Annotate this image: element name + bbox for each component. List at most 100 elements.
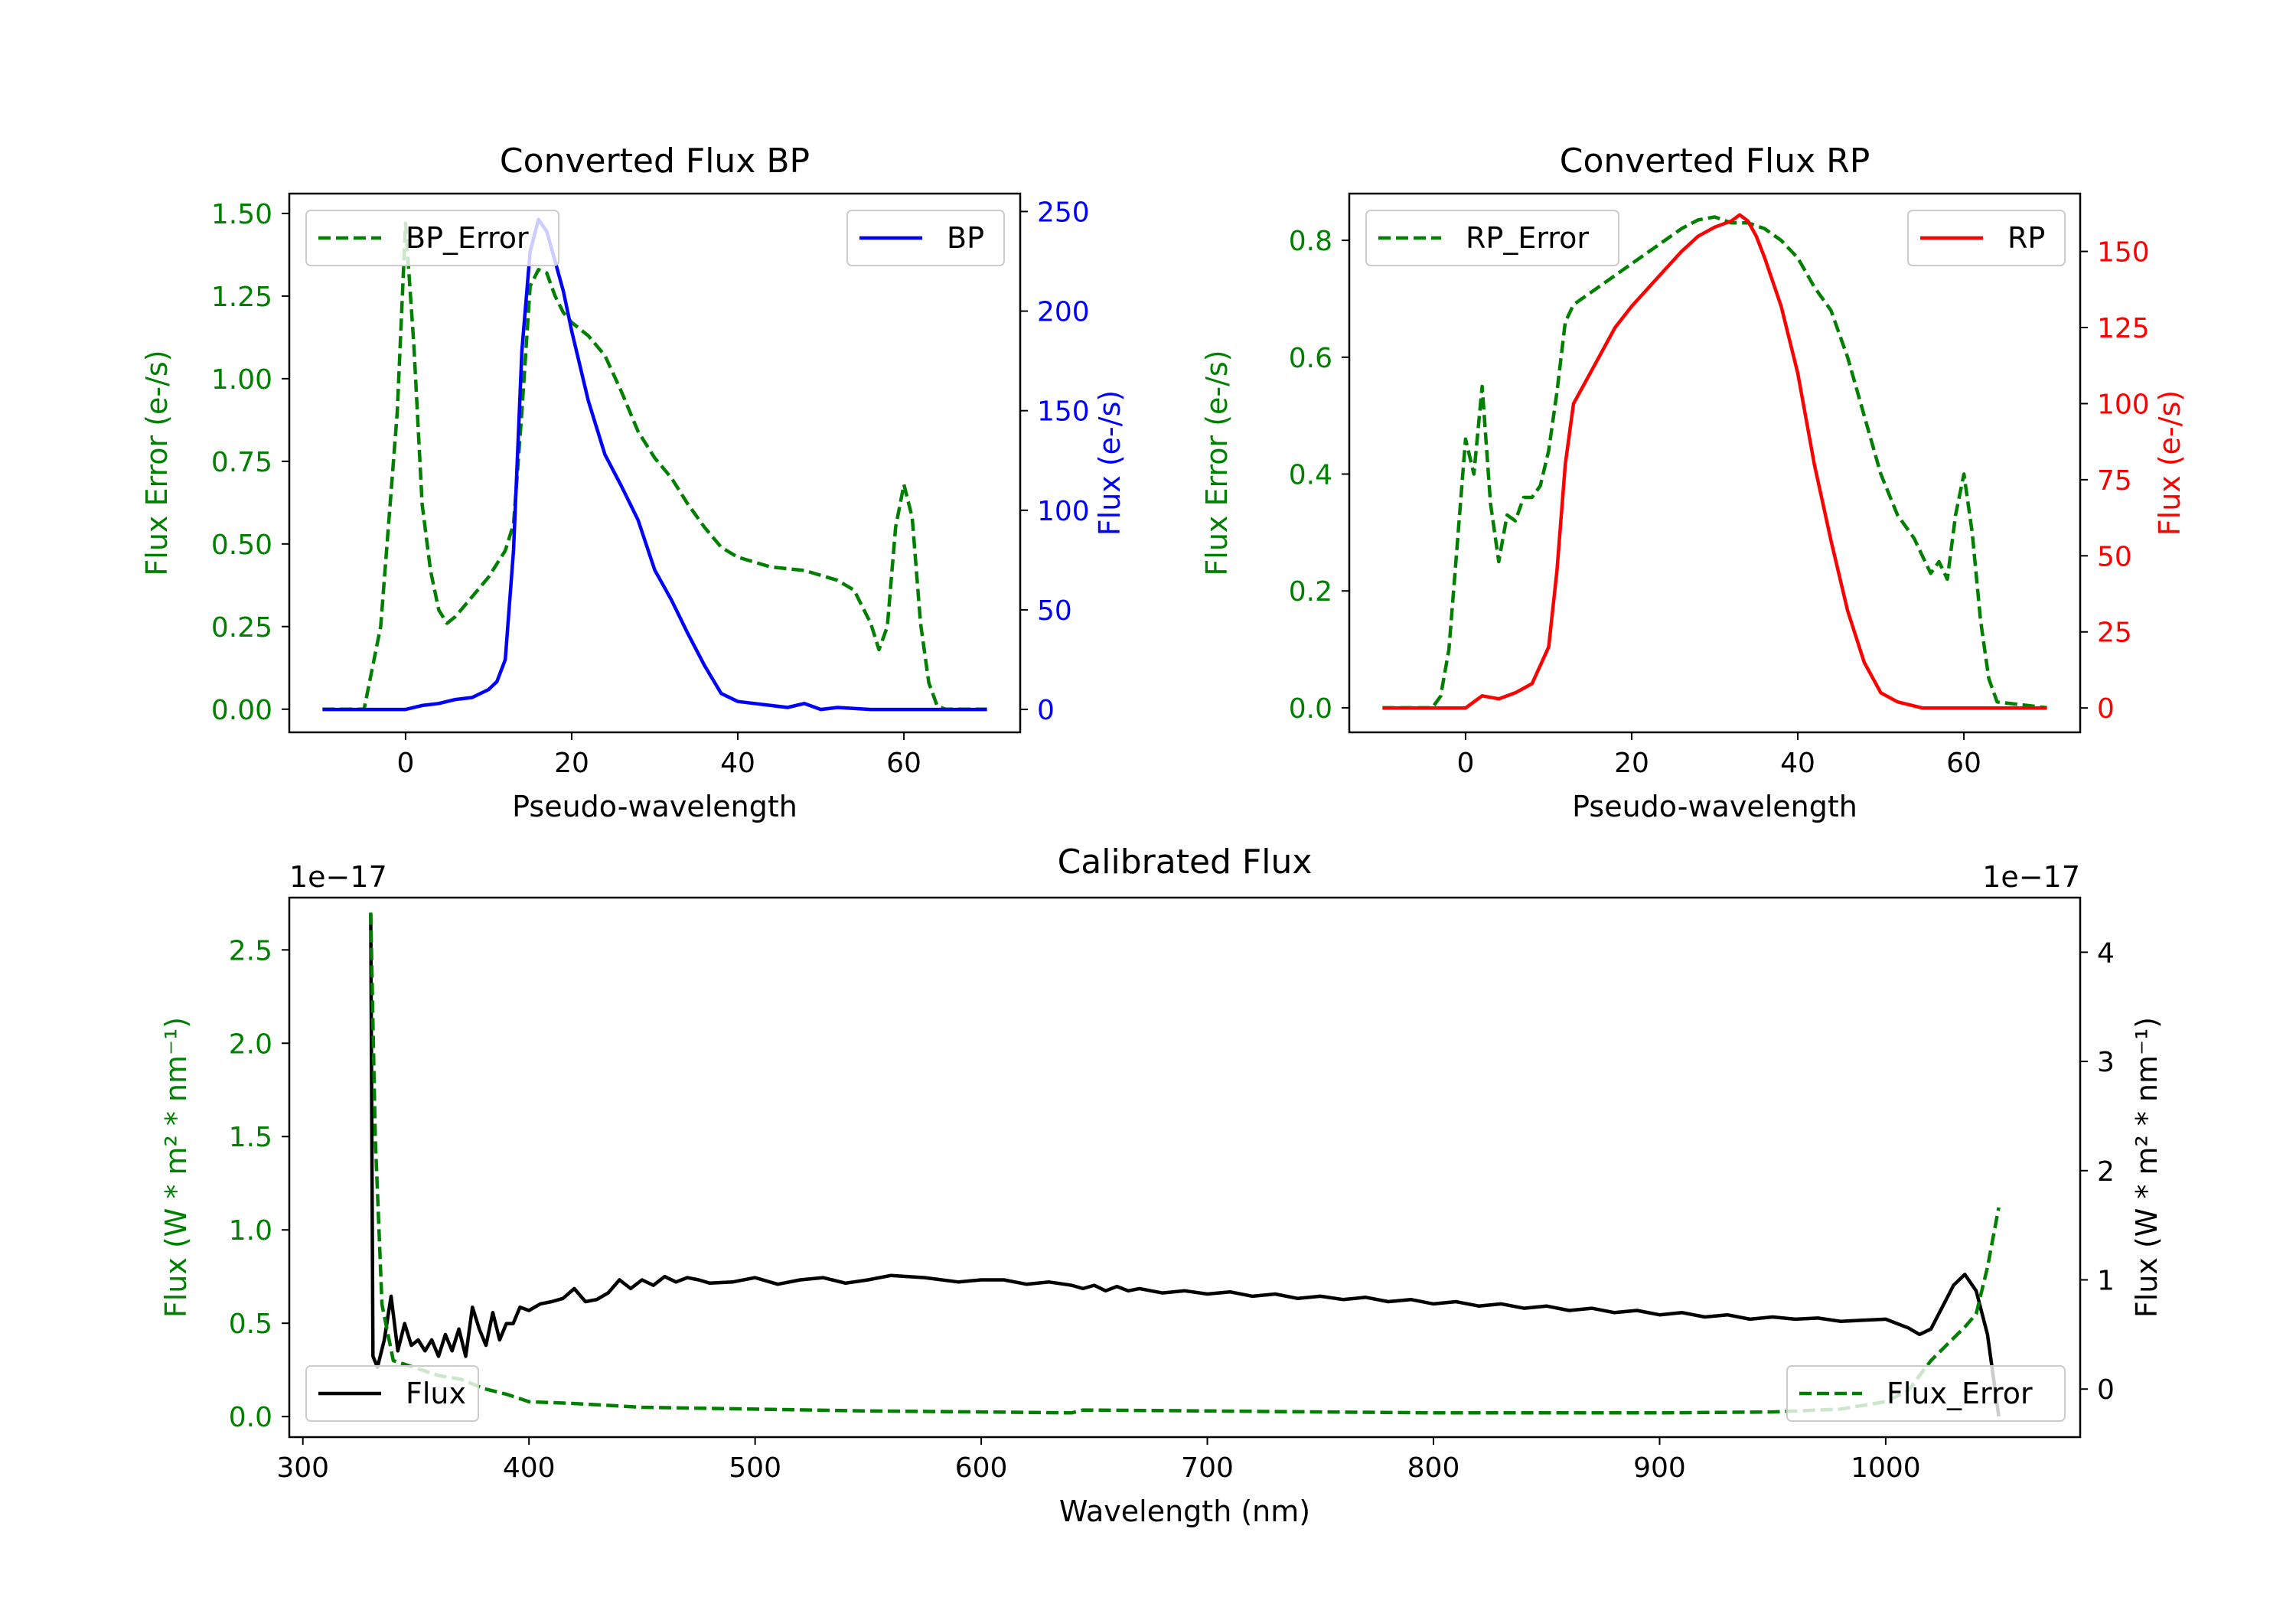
y-left-tick-label: 0.0 [229, 1402, 272, 1433]
y-left-tick-label: 0.0 [1289, 693, 1332, 725]
x-tick-label: 60 [886, 748, 921, 779]
legend-flux-error: Flux_Error [1786, 1365, 2066, 1422]
y-right-tick-label: 150 [2097, 237, 2150, 269]
chart-bp: 0 20 40 60 Pseudo-wavelength 0.00 0.25 0.50 0.75… [140, 142, 1127, 823]
y-right-tick-label: 200 [1037, 297, 1090, 328]
legend-frame [305, 210, 559, 266]
y-left-tick-label: 2.5 [229, 935, 272, 966]
x-tick-label: 0 [1456, 748, 1474, 779]
legend-rp: RP [1907, 210, 2066, 266]
y-right-axis-label: Flux (e-/s) [2153, 390, 2187, 536]
y-left-tick-label: 1.5 [229, 1122, 272, 1153]
y-right-tick-label: 0 [1037, 695, 1055, 726]
y-left-axis-label: Flux Error (e-/s) [140, 350, 174, 575]
y-right-tick-label: 100 [1037, 496, 1090, 527]
y-left-tick-label: 1.0 [229, 1215, 272, 1247]
y-left-tick-label: 1.50 [211, 199, 272, 230]
y-left-tick-label: 0.5 [229, 1309, 272, 1340]
x-tick-label: 900 [1633, 1452, 1686, 1484]
x-tick-label: 400 [503, 1452, 556, 1484]
x-tick-label: 40 [720, 748, 755, 779]
legend-label: BP_Error [406, 221, 529, 255]
y-right-tick-label: 3 [2097, 1047, 2115, 1078]
legend-label: RP [2007, 221, 2045, 255]
legend-rp-error: RP_Error [1365, 210, 1619, 266]
plot-frame [288, 896, 2082, 1439]
legend-flux: Flux [305, 1365, 479, 1422]
series-rp-error-line [1382, 215, 2047, 710]
y-left-offset-label: 1e−17 [289, 860, 387, 894]
x-tick-label: 500 [729, 1452, 781, 1484]
y-right-axis-label: Flux (W * m² * nm⁻¹) [2130, 1017, 2164, 1318]
y-left-axis-label: Flux (W * m² * nm⁻¹) [159, 1017, 193, 1318]
y-right-tick-label: 125 [2097, 313, 2150, 344]
y-axis-right: 0 50 100 150 200 250 Flux (e-/s) [1020, 197, 1127, 726]
series-flux-error-line [369, 912, 2001, 1415]
y-left-axis-label: Flux Error (e-/s) [1200, 350, 1234, 575]
y-axis-right: 0 1 2 3 4 Flux (W * m² * nm⁻¹) [2080, 937, 2164, 1406]
y-left-tick-label: 1.25 [211, 282, 272, 313]
legend-frame [1907, 210, 2066, 266]
x-tick-label: 300 [276, 1452, 329, 1484]
y-left-tick-label: 0.25 [211, 612, 272, 644]
y-right-tick-label: 25 [2097, 618, 2132, 649]
x-tick-label: 600 [955, 1452, 1008, 1484]
y-left-tick-label: 0.00 [211, 695, 272, 726]
series-bp-line [322, 217, 987, 712]
x-axis: 0 20 40 60 Pseudo-wavelength [396, 732, 921, 823]
y-left-tick-label: 2.0 [229, 1028, 272, 1060]
legend-bp: BP [846, 210, 1005, 266]
chart-title: Converted Flux BP [500, 142, 810, 181]
y-right-tick-label: 0 [2097, 1374, 2115, 1406]
x-tick-label: 40 [1780, 748, 1815, 779]
y-left-tick-label: 1.00 [211, 364, 272, 396]
x-axis-label: Pseudo-wavelength [1572, 790, 1857, 823]
y-right-tick-label: 50 [2097, 541, 2132, 572]
plot-frame [1348, 192, 2082, 734]
legend-label: RP_Error [1466, 221, 1589, 255]
x-axis: 0 20 40 60 Pseudo-wavelength [1456, 732, 1981, 823]
x-axis-label: Pseudo-wavelength [512, 790, 797, 823]
y-right-tick-label: 50 [1037, 595, 1072, 627]
y-left-tick-label: 0.8 [1289, 226, 1332, 257]
plot-frame [288, 192, 1022, 734]
legend-frame [1365, 210, 1619, 266]
y-right-tick-label: 150 [1037, 396, 1090, 428]
legend-label: Flux [406, 1377, 466, 1410]
y-right-tick-label: 2 [2097, 1156, 2115, 1188]
y-axis-right: 0 25 50 75 100 125 150 Flux (e-/s) [2080, 237, 2187, 725]
y-axis-left: 0.0 0.5 1.0 1.5 2.0 2.5 Flux (W * m² * nm⁻¹) [159, 935, 289, 1433]
series-flux-line [369, 914, 2001, 1417]
x-tick-label: 20 [1614, 748, 1649, 779]
y-right-axis-label: Flux (e-/s) [1093, 390, 1127, 536]
series-group [1382, 213, 2047, 710]
x-tick-label: 700 [1181, 1452, 1234, 1484]
x-tick-label: 0 [396, 748, 414, 779]
y-right-tick-label: 1 [2097, 1265, 2115, 1296]
y-right-tick-label: 100 [2097, 389, 2150, 420]
x-tick-label: 1000 [1851, 1452, 1921, 1484]
legend-frame [1786, 1365, 2066, 1422]
series-rp-line [1382, 213, 2047, 710]
chart-title: Converted Flux RP [1560, 142, 1870, 181]
y-left-tick-label: 0.50 [211, 530, 272, 561]
x-axis-label: Wavelength (nm) [1059, 1495, 1310, 1528]
y-right-tick-label: 75 [2097, 465, 2132, 497]
y-left-tick-label: 0.4 [1289, 460, 1332, 491]
x-tick-label: 60 [1946, 748, 1981, 779]
legend-frame [305, 1365, 479, 1422]
x-tick-label: 20 [554, 748, 589, 779]
series-group [322, 217, 987, 712]
legend-bp-error: BP_Error [305, 210, 559, 266]
x-tick-label: 800 [1407, 1452, 1460, 1484]
legend-label: Flux_Error [1887, 1377, 2033, 1410]
series-bp-error-line [322, 221, 987, 712]
chart-title: Calibrated Flux [1058, 843, 1313, 882]
chart-cal: 300 400 500 600 700 800 900 1000 Wavelength (nm)… [159, 843, 2164, 1528]
y-right-tick-label: 4 [2097, 937, 2115, 969]
legend-frame [846, 210, 1005, 266]
y-axis-left: 0.00 0.25 0.50 0.75 1.00 1.25 1.50 Flux Error (… [140, 199, 289, 726]
series-group [369, 912, 2001, 1417]
y-right-tick-label: 250 [1037, 197, 1090, 228]
